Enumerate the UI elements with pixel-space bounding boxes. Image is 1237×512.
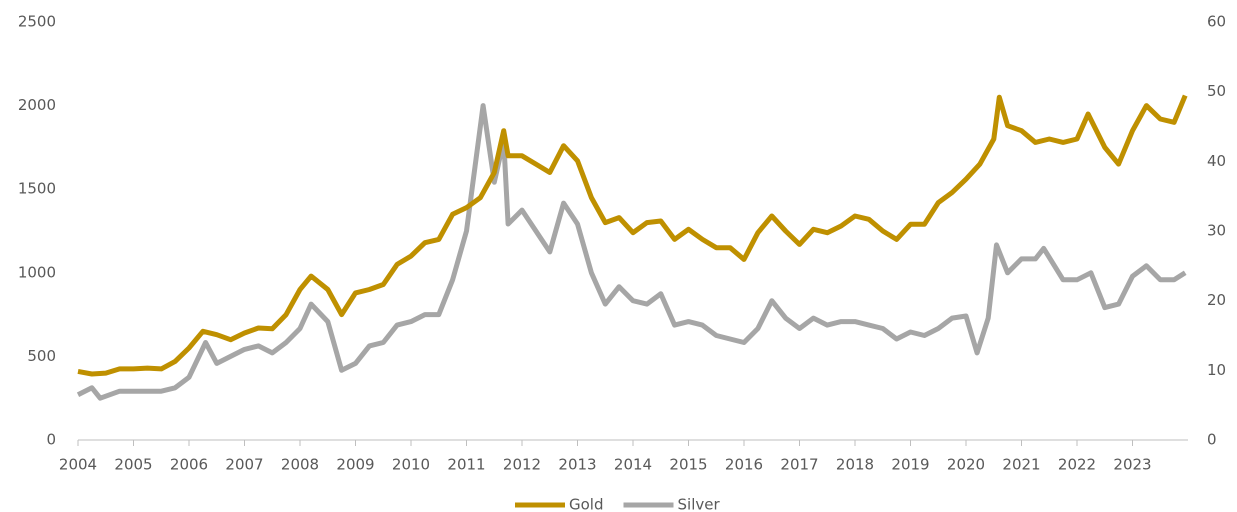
- x-tick-label: 2008: [281, 456, 319, 474]
- x-tick-label: 2012: [503, 456, 541, 474]
- x-tick-label: 2010: [392, 456, 430, 474]
- x-tick-label: 2011: [447, 456, 485, 474]
- y2-tick-label: 60: [1207, 13, 1226, 31]
- y-tick-label: 1000: [18, 263, 56, 281]
- x-tick-label: 2020: [947, 456, 985, 474]
- x-tick-label: 2014: [614, 456, 652, 474]
- y2-tick-label: 10: [1207, 361, 1226, 379]
- y2-tick-label: 40: [1207, 152, 1226, 170]
- x-tick-label: 2009: [336, 456, 374, 474]
- y-tick-label: 1500: [18, 180, 56, 198]
- y-tick-label: 500: [27, 347, 56, 365]
- legend-label: Gold: [569, 496, 604, 512]
- x-tick-label: 2005: [114, 456, 152, 474]
- x-tick-label: 2023: [1113, 456, 1151, 474]
- y2-tick-label: 30: [1207, 222, 1226, 240]
- x-tick-label: 2006: [170, 456, 208, 474]
- x-tick-label: 2017: [780, 456, 818, 474]
- y-tick-label: 0: [46, 431, 56, 449]
- x-tick-label: 2019: [891, 456, 929, 474]
- y-tick-label: 2000: [18, 96, 56, 114]
- y2-tick-label: 20: [1207, 291, 1226, 309]
- y-tick-label: 2500: [18, 13, 56, 31]
- x-tick-label: 2021: [1002, 456, 1040, 474]
- series-line: [76, 103, 1187, 401]
- series-line: [77, 94, 1188, 377]
- x-tick-label: 2016: [725, 456, 763, 474]
- x-tick-label: 2007: [225, 456, 263, 474]
- x-tick-label: 2013: [558, 456, 596, 474]
- y2-tick-label: 0: [1207, 431, 1217, 449]
- x-tick-label: 2018: [836, 456, 874, 474]
- x-tick-label: 2004: [59, 456, 97, 474]
- x-tick-label: 2015: [669, 456, 707, 474]
- x-tick-label: 2022: [1058, 456, 1096, 474]
- y2-tick-label: 50: [1207, 82, 1226, 100]
- legend-label: Silver: [678, 496, 721, 512]
